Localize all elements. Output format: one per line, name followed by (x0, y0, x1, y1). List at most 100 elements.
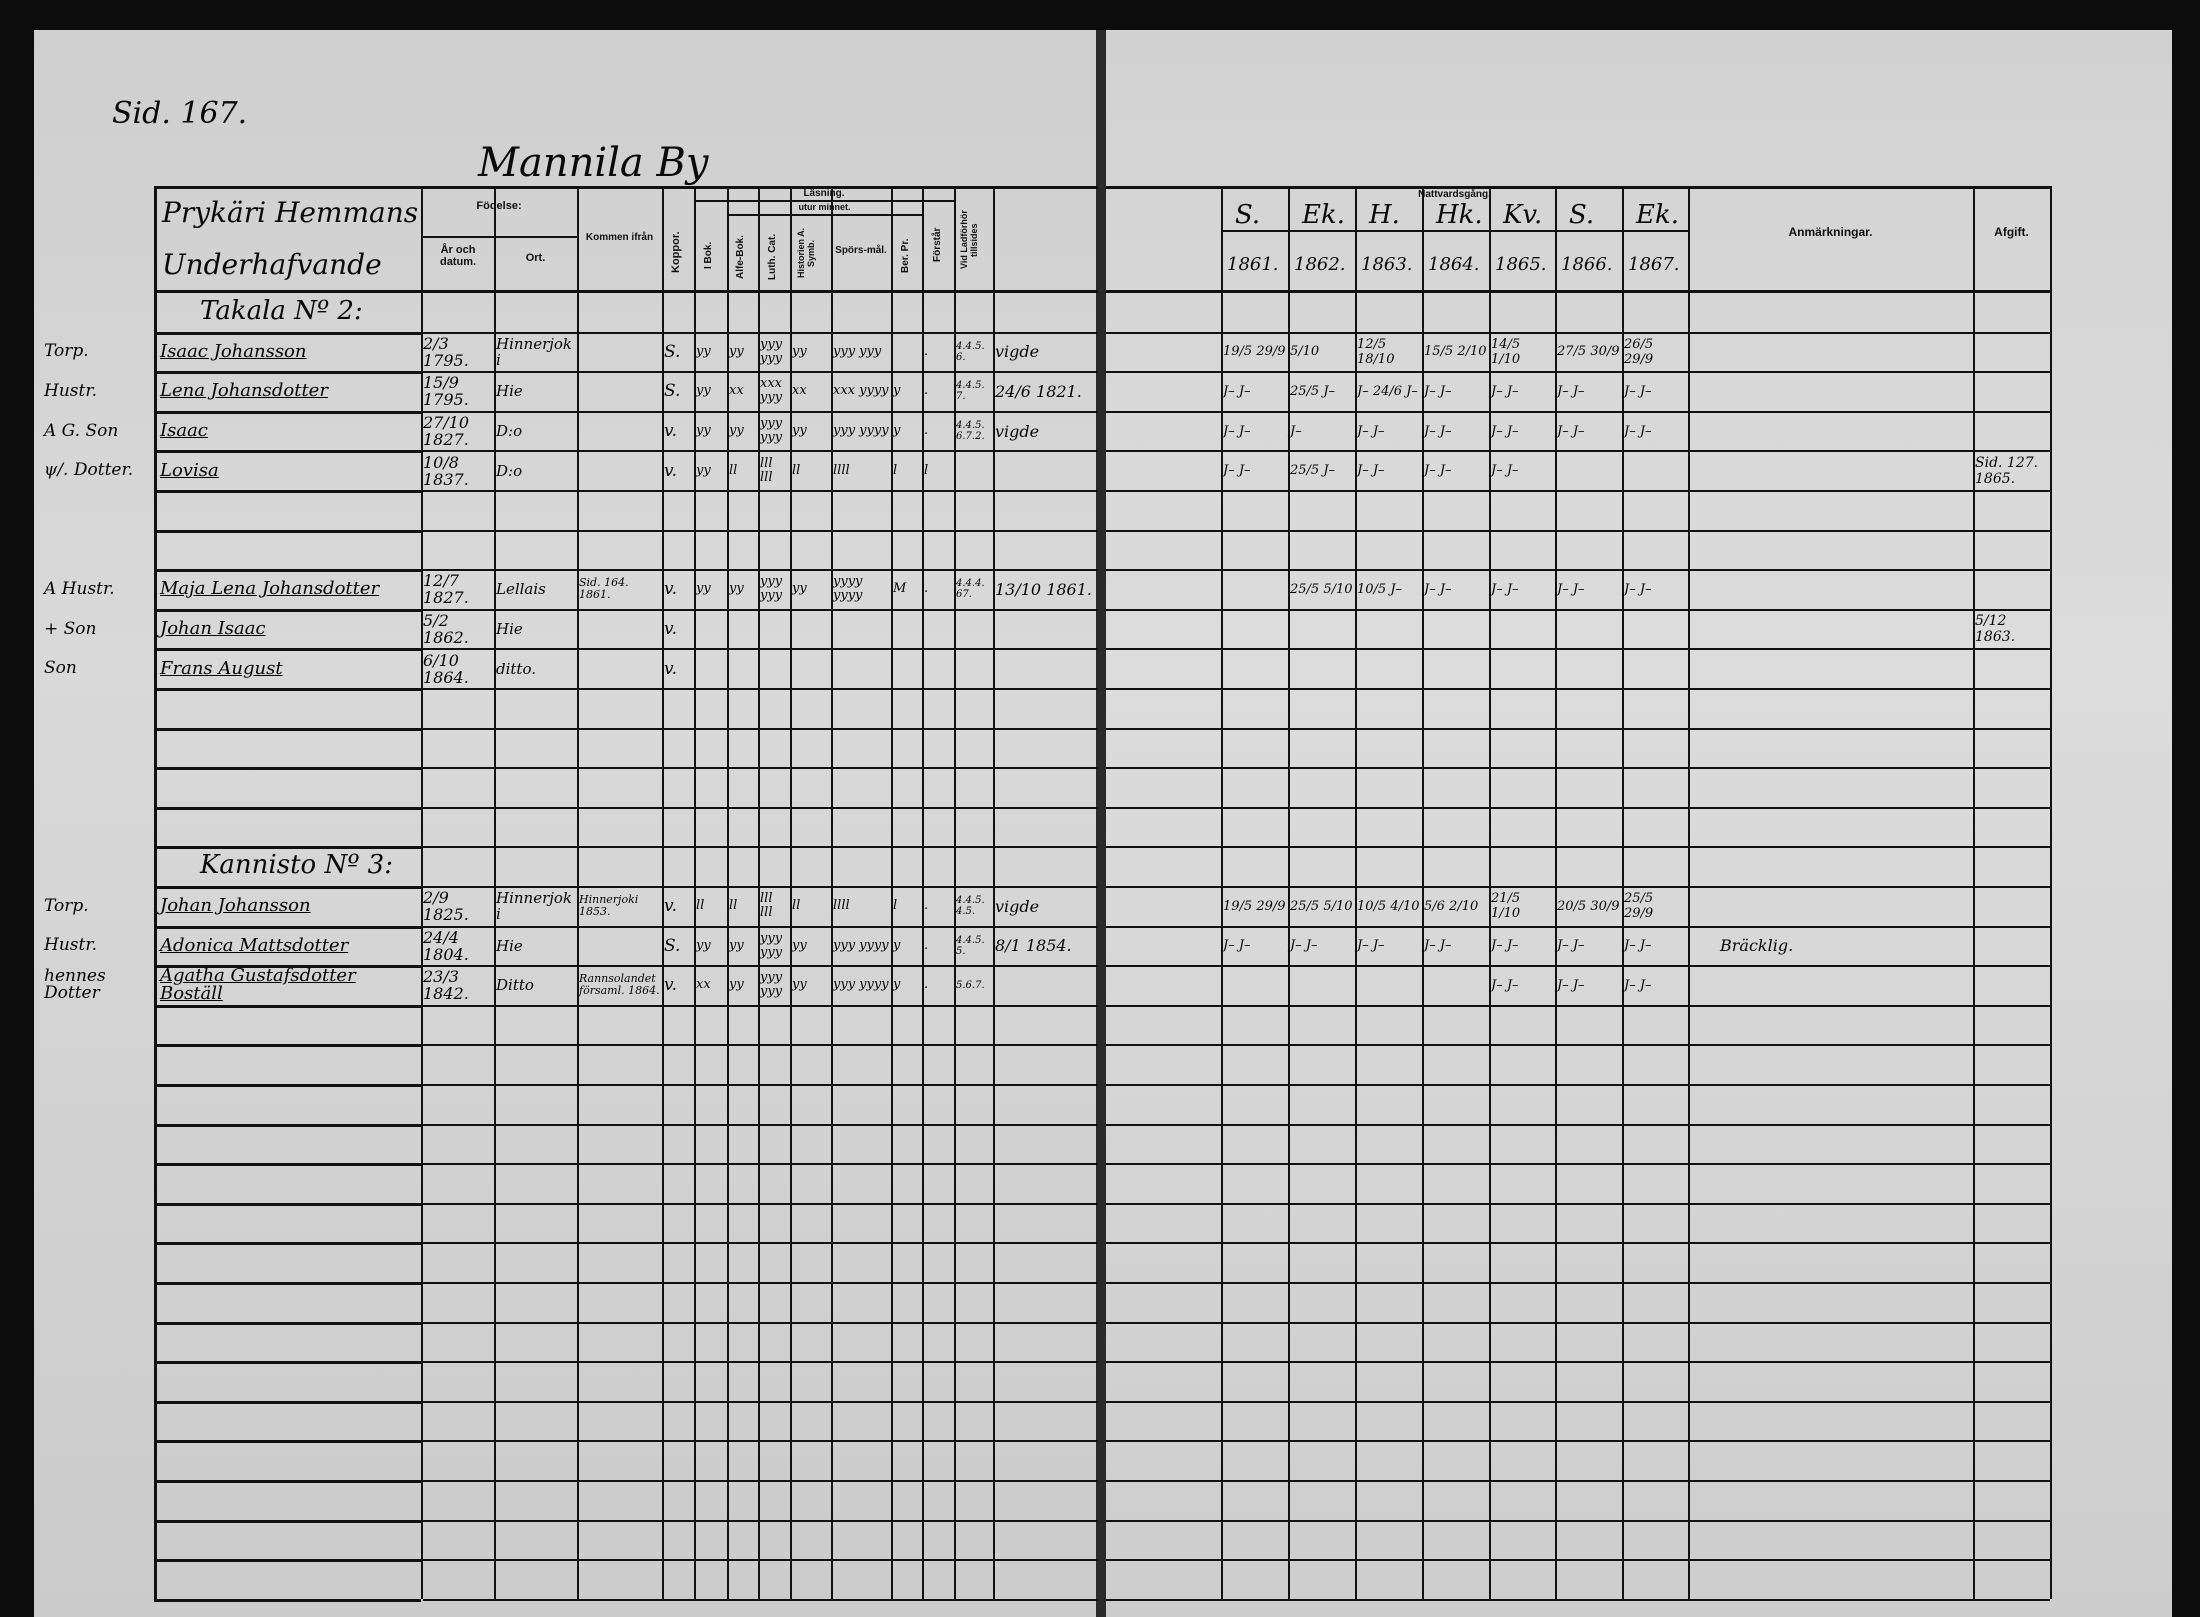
row-rule (154, 490, 421, 493)
row-rule (423, 608, 1098, 611)
row-rule (154, 767, 421, 771)
left-page (34, 30, 1098, 1617)
person-role: A Hustr. (44, 578, 115, 599)
communion-date: 25/5 J– (1290, 383, 1336, 399)
communion-year: 1864. (1428, 254, 1480, 275)
reading-mark: yy (729, 977, 744, 993)
communion-date: 5/6 2/10 (1424, 898, 1479, 914)
smallpox-mark: v. (664, 975, 677, 996)
row-rule (154, 1242, 421, 1246)
communion-date: J– J– (1557, 938, 1585, 954)
came-from (579, 928, 660, 965)
departure-note: Sid. 127. 1865. (1975, 454, 2039, 487)
birth-place: ditto. (496, 659, 536, 678)
exam-mark: 4.4.5. 6.7.2. (956, 420, 985, 443)
smallpox-mark: v. (664, 619, 677, 640)
marriage-note (995, 452, 1094, 489)
column-rule (1422, 186, 1424, 1599)
reading-mark: yyy yyyy (833, 423, 889, 439)
row-rule (1106, 886, 2050, 888)
communion-date: 10/5 4/10 (1357, 898, 1420, 914)
reading-mark: . (924, 423, 929, 439)
exam-mark: 5.6.7. (956, 979, 985, 991)
understands-header: Förstår (932, 227, 943, 263)
reading-mark (893, 611, 920, 648)
communion-date: J– J– (1624, 581, 1652, 597)
row-rule (154, 727, 421, 731)
row-rule (154, 1004, 421, 1008)
row-rule (1106, 569, 2050, 572)
row-rule (1106, 1242, 2050, 1245)
row-rule (1106, 925, 2050, 928)
reading-mark: . (924, 581, 929, 597)
reading-mark: l (893, 898, 898, 914)
header-bottom-rule (1106, 290, 2050, 293)
row-rule (423, 1480, 1098, 1482)
reading-mark: xx (696, 977, 711, 993)
communion-date: J– J– (1491, 977, 1519, 993)
smallpox-mark: v. (664, 460, 677, 481)
reading-mark: yy (729, 581, 744, 597)
birth-date: 15/9 1795. (423, 373, 469, 410)
row-rule (423, 688, 1098, 690)
came-from: Sid. 164. 1861. (579, 576, 629, 602)
column-rule (1622, 186, 1624, 1599)
marriage-note: 13/10 1861. (995, 579, 1092, 599)
reading-mark (792, 650, 829, 687)
smallpox-mark: v. (664, 658, 677, 679)
communion-year: 1861. (1227, 254, 1279, 275)
reading-mark: yyy yyy (760, 336, 783, 366)
came-from (579, 334, 660, 371)
exam-mark (956, 452, 991, 489)
birth-date: 24/4 1804. (423, 927, 469, 964)
row-rule (423, 1361, 1098, 1364)
row-rule (154, 1084, 421, 1087)
marriage-note (995, 967, 1094, 1004)
communion-date: J– J– (1223, 423, 1251, 439)
row-rule (154, 1163, 421, 1167)
reading-mark (924, 611, 952, 648)
exam-header: Vid Ladförhör tillsides (959, 210, 979, 270)
smallpox-mark: S. (664, 341, 681, 362)
reading-mark: yy (729, 423, 744, 439)
remarks: Bräcklig. (1720, 936, 1794, 956)
row-rule (154, 846, 421, 850)
communion-date: J– J– (1357, 423, 1385, 439)
reading-mark (833, 650, 889, 687)
row-rule (1106, 608, 2050, 611)
reading-mark: yy (696, 581, 711, 597)
communion-village-mark: S. (1235, 200, 1261, 230)
came-from: Hinnerjoki 1853. (579, 893, 639, 919)
right-page (1104, 30, 2172, 1617)
communion-date (1624, 452, 1686, 489)
row-rule (154, 1598, 421, 1602)
remarks (1690, 452, 1971, 489)
communion-subrule (1221, 230, 1688, 232)
table-top-rule (154, 186, 1098, 189)
reading-mark: llll (833, 898, 850, 914)
communion-year: 1867. (1628, 254, 1680, 275)
row-rule (1106, 1440, 2050, 1443)
reading-mark: ll (792, 462, 801, 478)
communion-year: 1863. (1361, 254, 1413, 275)
reading-mark: xxx yyy (760, 376, 783, 406)
row-rule (154, 331, 421, 335)
communion-date (1424, 611, 1487, 648)
reading-subrule (694, 200, 954, 202)
row-rule (423, 1123, 1098, 1126)
column-rule (922, 186, 924, 1599)
communion-date: J– J– (1557, 977, 1585, 993)
row-rule (1106, 1202, 2050, 1205)
row-rule (423, 965, 1098, 968)
reading-mark: xx (792, 383, 807, 399)
communion-date: J– J– (1357, 938, 1385, 954)
birth-place: Hie (496, 620, 523, 639)
communion-date: J– J– (1624, 383, 1652, 399)
birth-date: 2/9 1825. (423, 888, 469, 925)
communion-date (1290, 611, 1353, 648)
in-book-header: I Bok. (703, 241, 714, 270)
row-rule (1106, 1282, 2050, 1284)
communion-date: 21/5 1/10 (1491, 891, 1521, 922)
reading-mark: lll lll (760, 891, 773, 921)
reading-mark: yy (696, 423, 711, 439)
